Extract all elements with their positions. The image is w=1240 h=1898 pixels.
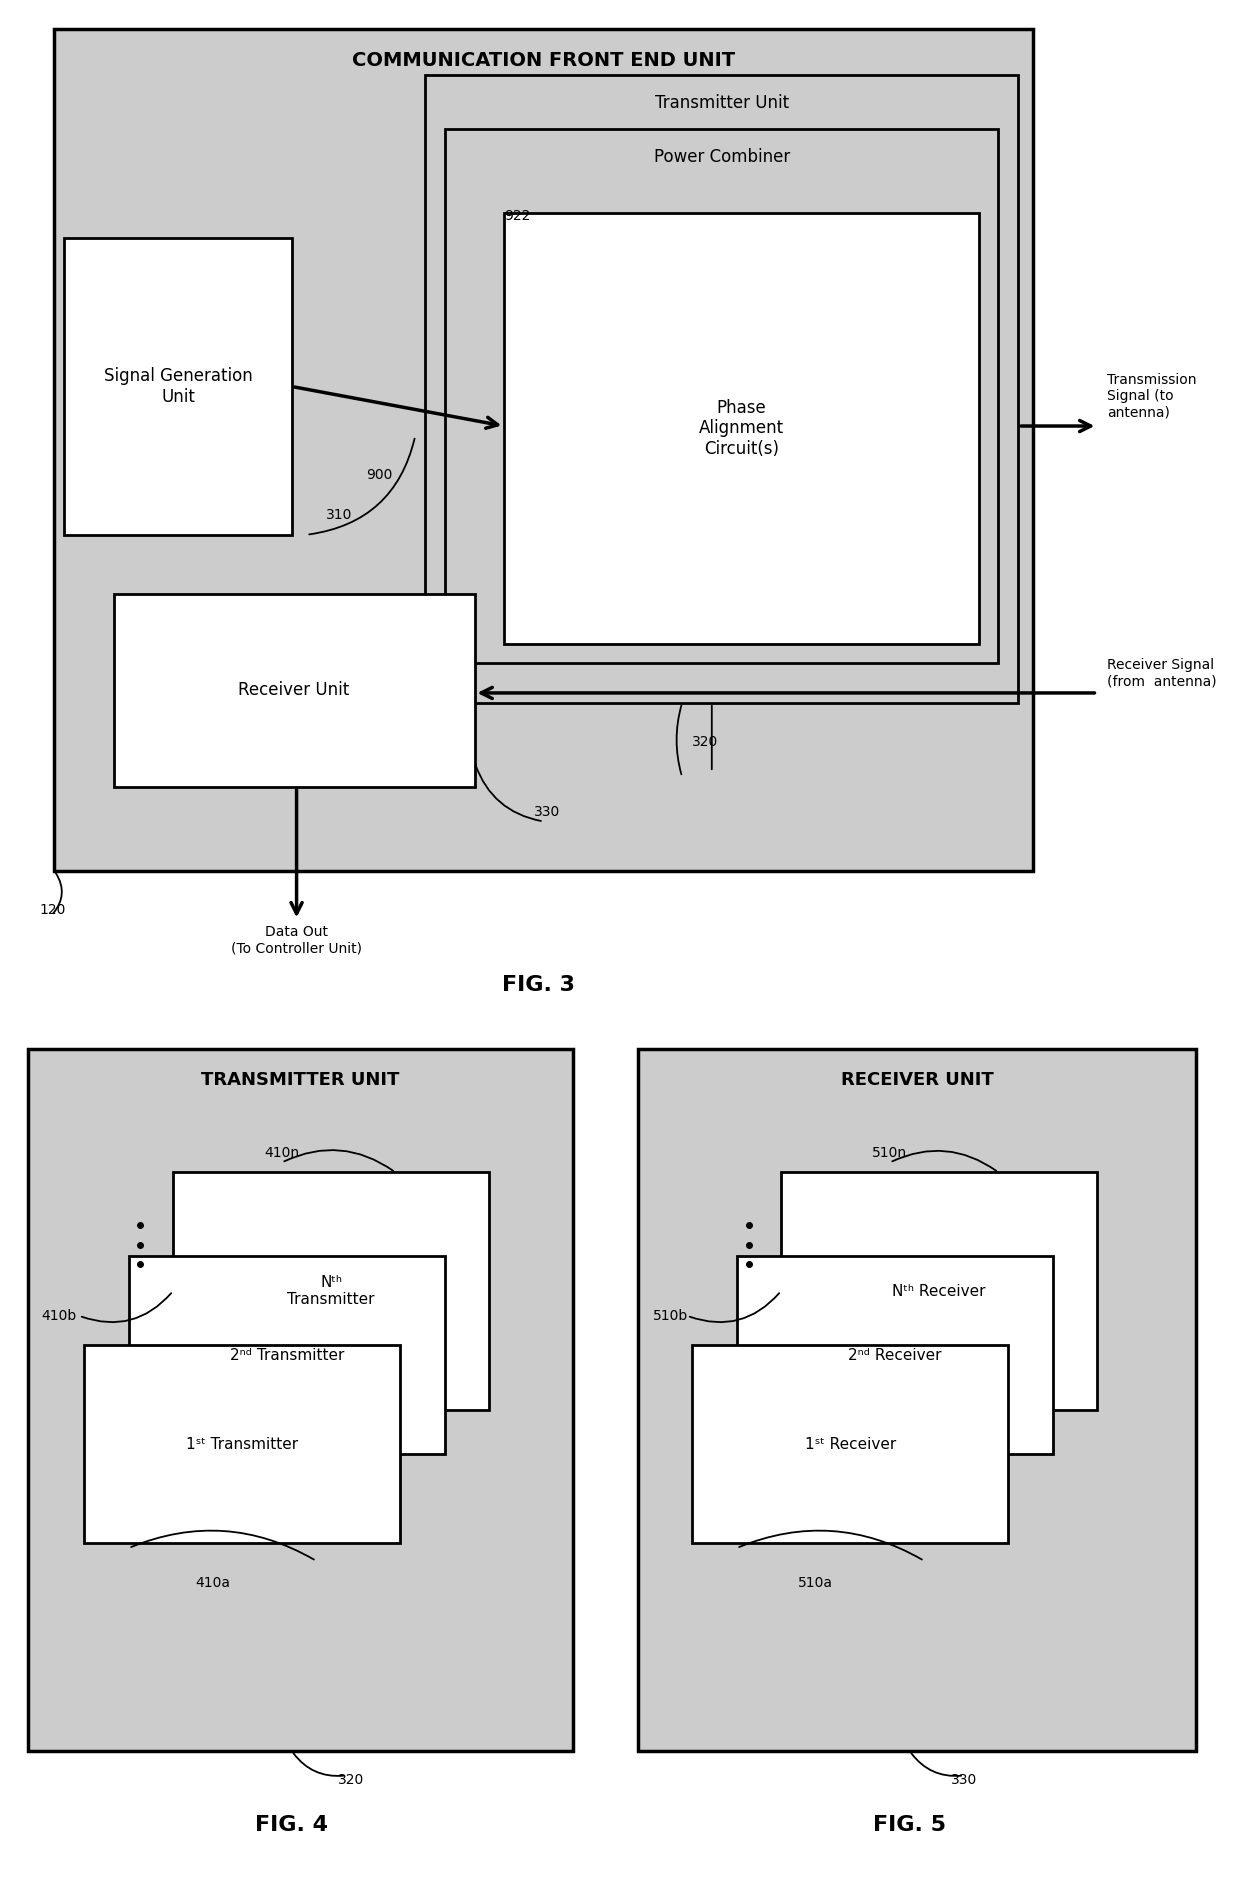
Bar [84, 1346, 401, 1543]
Text: 510b: 510b [652, 1310, 688, 1323]
FancyArrowPatch shape [82, 1293, 171, 1323]
Bar [425, 76, 1018, 702]
Text: 330: 330 [534, 805, 560, 818]
Text: 922: 922 [505, 209, 531, 222]
Text: Signal Generation
Unit: Signal Generation Unit [104, 366, 252, 406]
Bar [737, 1256, 1053, 1454]
Text: 410a: 410a [195, 1575, 231, 1591]
Text: 120: 120 [40, 903, 66, 917]
Text: 2ⁿᵈ Transmitter: 2ⁿᵈ Transmitter [229, 1348, 343, 1363]
FancyArrowPatch shape [284, 1150, 393, 1171]
Text: 510a: 510a [799, 1575, 833, 1591]
Text: 320: 320 [692, 735, 718, 750]
FancyArrowPatch shape [689, 1293, 779, 1323]
Text: 900: 900 [366, 469, 392, 482]
Text: Data Out
(To Controller Unit): Data Out (To Controller Unit) [231, 924, 362, 955]
Text: FIG. 3: FIG. 3 [502, 974, 575, 995]
Bar [637, 1050, 1197, 1750]
Bar [445, 129, 998, 662]
FancyArrowPatch shape [53, 873, 62, 913]
FancyArrowPatch shape [475, 765, 541, 822]
Text: 510n: 510n [872, 1146, 908, 1160]
Text: 310: 310 [326, 509, 352, 522]
Text: Nᵗʰ Receiver: Nᵗʰ Receiver [893, 1283, 986, 1298]
Bar [55, 28, 1033, 871]
Text: Receiver Signal
(from  antenna): Receiver Signal (from antenna) [1107, 659, 1216, 689]
Bar [781, 1173, 1097, 1410]
Text: 330: 330 [951, 1773, 977, 1788]
Text: COMMUNICATION FRONT END UNIT: COMMUNICATION FRONT END UNIT [352, 51, 735, 70]
Text: 1ˢᵗ Receiver: 1ˢᵗ Receiver [805, 1437, 895, 1452]
Text: 410b: 410b [41, 1310, 77, 1323]
Text: Nᵗʰ
Transmitter: Nᵗʰ Transmitter [288, 1275, 374, 1308]
Text: TRANSMITTER UNIT: TRANSMITTER UNIT [201, 1072, 399, 1089]
Text: 1ˢᵗ Transmitter: 1ˢᵗ Transmitter [186, 1437, 299, 1452]
FancyArrowPatch shape [293, 1754, 343, 1777]
Bar [505, 213, 978, 643]
Bar [114, 594, 475, 788]
Text: FIG. 5: FIG. 5 [873, 1814, 946, 1835]
FancyArrowPatch shape [309, 438, 414, 535]
FancyArrowPatch shape [911, 1754, 961, 1777]
Text: FIG. 4: FIG. 4 [255, 1814, 329, 1835]
FancyArrowPatch shape [131, 1530, 314, 1560]
Text: Transmitter Unit: Transmitter Unit [655, 93, 789, 112]
Bar [27, 1050, 573, 1750]
Text: Phase
Alignment
Circuit(s): Phase Alignment Circuit(s) [699, 399, 784, 457]
Bar [692, 1346, 1008, 1543]
FancyArrowPatch shape [893, 1150, 996, 1171]
Text: RECEIVER UNIT: RECEIVER UNIT [841, 1072, 993, 1089]
Text: Power Combiner: Power Combiner [653, 148, 790, 167]
FancyArrowPatch shape [677, 706, 681, 774]
Bar [129, 1256, 445, 1454]
Bar [64, 237, 291, 535]
Text: 410n: 410n [264, 1146, 299, 1160]
Text: 2ⁿᵈ Receiver: 2ⁿᵈ Receiver [848, 1348, 941, 1363]
Text: 320: 320 [337, 1773, 365, 1788]
Text: Transmission
Signal (to
antenna): Transmission Signal (to antenna) [1107, 374, 1197, 419]
FancyArrowPatch shape [739, 1530, 923, 1560]
Text: Receiver Unit: Receiver Unit [238, 681, 350, 700]
Bar [174, 1173, 490, 1410]
